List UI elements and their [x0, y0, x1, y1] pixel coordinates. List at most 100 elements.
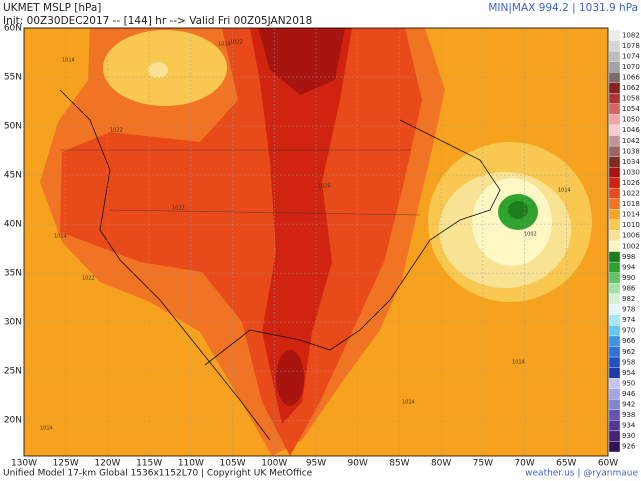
colorbar-label: 930 [622, 432, 635, 440]
colorbar-label: 1006 [622, 232, 640, 240]
colorbar-label: 1066 [622, 73, 640, 81]
colorbar-label: 926 [622, 443, 636, 451]
colorbar-label: 946 [622, 390, 636, 398]
colorbar-swatch [608, 103, 621, 115]
lat-label: 55N [4, 73, 22, 83]
lon-label: 120W [94, 459, 120, 469]
lon-label: 105W [220, 459, 246, 469]
colorbar-label: 974 [622, 316, 636, 324]
lon-label: 95W [306, 459, 326, 469]
colorbar-label: 1018 [622, 200, 640, 208]
colorbar-swatch [608, 177, 621, 189]
colorbar-swatch [608, 82, 621, 94]
colorbar-swatch [608, 346, 621, 358]
colorbar-swatch [608, 198, 621, 210]
colorbar-label: 1010 [622, 221, 640, 229]
init-line: Init: 00Z30DEC2017 -- [144] hr --> Valid… [3, 15, 312, 27]
colorbar-label: 998 [622, 253, 635, 261]
contour-label: 1014 [62, 58, 75, 64]
colorbar-swatch [608, 420, 621, 432]
colorbar-swatch [608, 124, 621, 136]
colorbar-swatch [608, 251, 621, 263]
lon-label: 65W [556, 459, 576, 469]
contour-label: 1014 [558, 188, 571, 194]
colorbar-swatch [608, 188, 621, 199]
coastline [59, 89, 501, 441]
colorbar-swatch [608, 114, 621, 126]
colorbar-swatch [608, 314, 621, 326]
colorbar-swatch [608, 135, 621, 147]
colorbar-label: 1002 [622, 242, 640, 250]
contour-label: 1022 [110, 128, 123, 134]
lat-label: 50N [4, 122, 22, 132]
contour-label: 1014 [402, 400, 415, 406]
colorbar-label: 966 [622, 337, 636, 345]
contour-label: 1022 [82, 276, 95, 282]
colorbar-swatch [608, 399, 621, 410]
colorbar-label: 1062 [622, 84, 640, 92]
lon-label: 80W [431, 459, 451, 469]
field-1030 [258, 28, 345, 95]
colorbar-swatch [608, 367, 621, 379]
borders [60, 149, 421, 216]
colorbar-swatch [608, 335, 621, 347]
colorbar-label: 986 [622, 284, 636, 292]
contour-label: 1014 [218, 42, 231, 48]
footer-credit: weather.us | @ryanmaue [525, 469, 638, 479]
contour-label: 1022 [172, 206, 185, 212]
lon-label: 85W [389, 459, 409, 469]
contour-label: 1022 [230, 40, 243, 46]
lon-label: 115W [136, 459, 162, 469]
colorbar-swatch [608, 209, 621, 221]
colorbar-swatch [608, 219, 621, 231]
colorbar-label: 994 [622, 263, 636, 271]
lat-label: 20N [4, 416, 22, 426]
colorbar-swatch [608, 272, 621, 284]
lon-label: 130W [11, 459, 37, 469]
colorbar-swatch [608, 304, 621, 315]
contour-label: 1014 [54, 234, 67, 240]
colorbar-swatch [608, 145, 621, 157]
colorbar-swatch [608, 441, 621, 453]
colorbar-swatch [608, 61, 621, 73]
colorbar-swatch [608, 356, 621, 368]
colorbar-label: 958 [622, 358, 635, 366]
footer-model: Unified Model 17-km Global 1536x1152L70 … [3, 469, 313, 479]
colorbar-label: 970 [622, 327, 635, 335]
contour-label: 1026 [318, 184, 331, 190]
lat-label: 60N [4, 24, 22, 34]
colorbar-label: 1038 [622, 147, 640, 155]
lat-label: 25N [4, 367, 22, 377]
colorbar-label: 1074 [622, 52, 640, 60]
colorbar-label: 934 [622, 422, 636, 430]
colorbar-swatch [608, 240, 621, 252]
field-1026 [250, 28, 352, 424]
lat-label: 30N [4, 318, 22, 328]
colorbar-label: 1022 [622, 190, 640, 198]
contour-label: 1002 [524, 232, 537, 238]
min-max: MIN|MAX 994.2 | 1031.9 hPa [488, 2, 638, 14]
colorbar-label: 1054 [622, 105, 640, 113]
colorbar-label: 1042 [622, 137, 640, 145]
lon-label: 75W [473, 459, 493, 469]
colorbar-swatch [608, 430, 621, 442]
map-frame [23, 27, 609, 457]
colorbar-swatch [608, 72, 621, 83]
colorbar-swatch [608, 230, 621, 242]
lon-label: 70W [514, 459, 534, 469]
colorbar-label: 950 [622, 379, 635, 387]
colorbar-swatch [608, 377, 621, 389]
lon-label: 60W [598, 459, 618, 469]
field-1030b [276, 350, 304, 406]
colorbar-swatch [608, 409, 621, 421]
colorbar-label: 1070 [622, 63, 640, 71]
colorbar-label: 962 [622, 348, 635, 356]
lon-label: 100W [261, 459, 287, 469]
colorbar-swatch [608, 50, 621, 62]
colorbar-label: 1050 [622, 116, 640, 124]
colorbar-swatch [608, 325, 621, 337]
contour-label: 1014 [512, 360, 525, 366]
colorbar-label: 1030 [622, 168, 640, 176]
